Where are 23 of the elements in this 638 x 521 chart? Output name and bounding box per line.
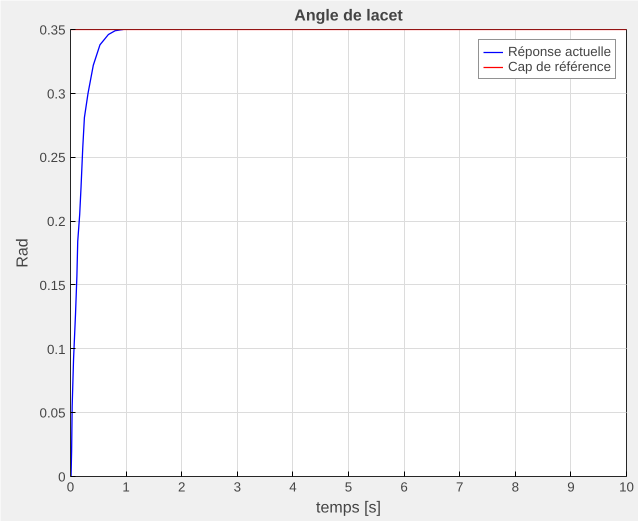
- x-tick-label: 7: [456, 480, 464, 494]
- x-axis-title: temps [s]: [316, 500, 381, 516]
- y-tick-label: 0.05: [40, 406, 66, 421]
- chart-title: Angle de lacet: [294, 8, 404, 24]
- x-tick-label: 9: [567, 480, 575, 494]
- x-tick-label: 5: [344, 480, 352, 494]
- y-tick-label: 0.2: [46, 214, 66, 230]
- y-tick-label: 0.15: [40, 278, 66, 293]
- legend-label: Cap de référence: [508, 59, 611, 74]
- x-tick-label: 8: [512, 480, 520, 494]
- x-tick-label: 10: [619, 480, 634, 494]
- y-tick-label: 0.1: [46, 342, 66, 357]
- legend-label: Réponse actuelle: [508, 44, 611, 59]
- x-tick-label: 6: [400, 480, 408, 494]
- x-tick-label: 4: [289, 480, 298, 494]
- y-tick-label: 0.3: [46, 86, 66, 102]
- x-tick-label: 3: [234, 480, 242, 494]
- y-axis-title: Rad: [14, 238, 32, 268]
- y-tick-label: 0.25: [40, 150, 66, 166]
- y-tick-label: 0.35: [40, 22, 66, 38]
- x-tick-label: 2: [178, 480, 186, 494]
- y-tick-label: 0: [58, 470, 66, 484]
- x-tick-label: 1: [122, 480, 130, 494]
